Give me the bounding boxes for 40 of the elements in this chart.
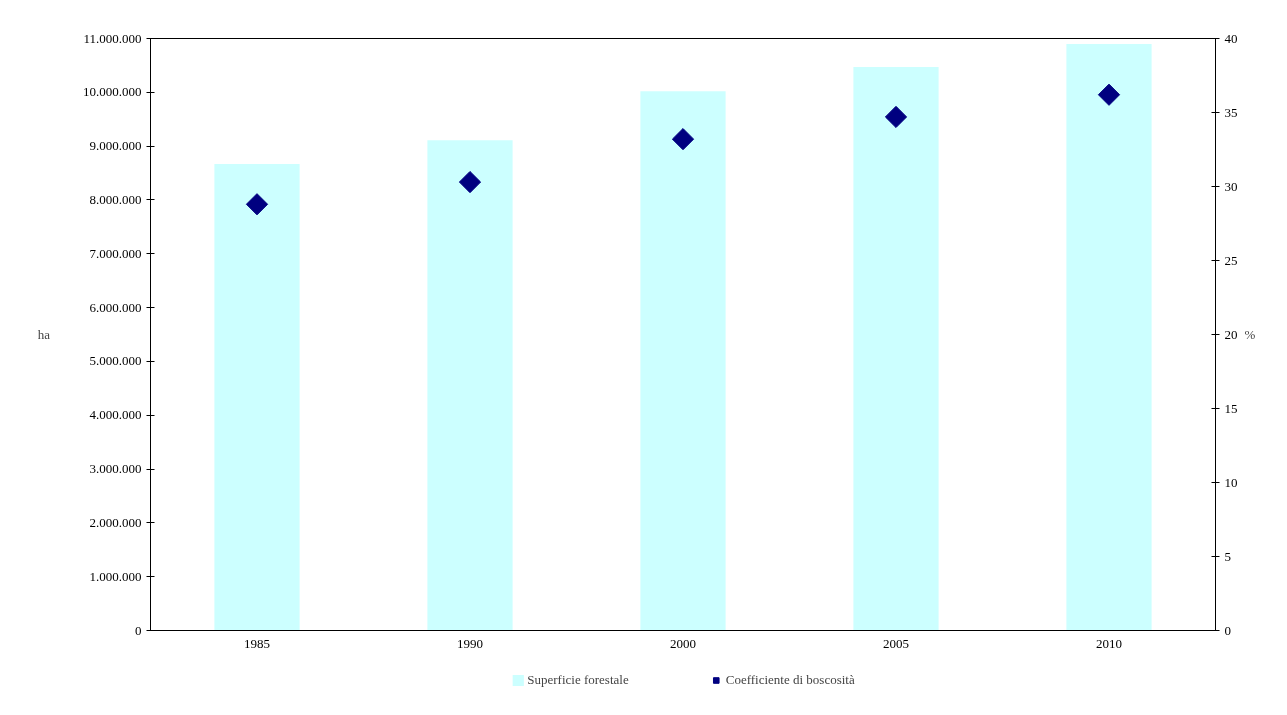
legend-label: Coefficiente di boscosità <box>725 672 855 688</box>
y-tick-label: 3.000.000 <box>89 461 142 477</box>
y-tick-label: 1.000.000 <box>89 568 142 584</box>
legend-label: Superficie forestale <box>527 672 629 688</box>
bar <box>427 140 513 631</box>
y2-tick-label: 20 <box>1224 326 1238 342</box>
y-tick-label: 6.000.000 <box>89 299 142 315</box>
y2-tick-label: 10 <box>1224 474 1238 490</box>
x-tick-label: 2000 <box>670 635 696 651</box>
y-tick-label: 11.000.000 <box>83 30 142 46</box>
y-tick-label: 9.000.000 <box>89 138 142 154</box>
y2-tick-label: 40 <box>1224 30 1238 46</box>
point <box>245 193 269 216</box>
y2-tick-label: 35 <box>1224 104 1238 120</box>
y-tick-label: 0 <box>135 622 142 638</box>
y2-tick-label: 30 <box>1224 178 1238 194</box>
y-tick-label: 10.000.000 <box>83 84 142 100</box>
x-tick-label: 2010 <box>1096 635 1122 651</box>
y-tick-label: 7.000.000 <box>89 245 142 261</box>
bar <box>1066 43 1152 631</box>
y2-tick-label: 15 <box>1224 400 1238 416</box>
y2-tick-label: 25 <box>1224 252 1238 268</box>
y-tick-label: 2.000.000 <box>89 514 142 530</box>
y2-tick-label: 0 <box>1224 622 1231 638</box>
x-tick-label: 2005 <box>883 635 909 651</box>
y-tick-label: 5.000.000 <box>89 353 142 369</box>
point <box>884 105 908 129</box>
y-tick-label: 4.000.000 <box>89 407 142 423</box>
y2-tick-label: 5 <box>1224 548 1231 564</box>
point <box>1097 83 1121 106</box>
bar <box>640 91 726 631</box>
x-tick-label: 1990 <box>457 635 483 651</box>
y-tick-label: 8.000.000 <box>89 191 142 207</box>
x-tick-label: 1985 <box>244 635 270 651</box>
y-axis-title: ha <box>37 327 51 342</box>
y2-axis-title: % <box>1244 327 1256 342</box>
point <box>458 170 482 194</box>
bar <box>853 67 939 631</box>
point <box>671 128 695 151</box>
bar <box>214 163 300 631</box>
